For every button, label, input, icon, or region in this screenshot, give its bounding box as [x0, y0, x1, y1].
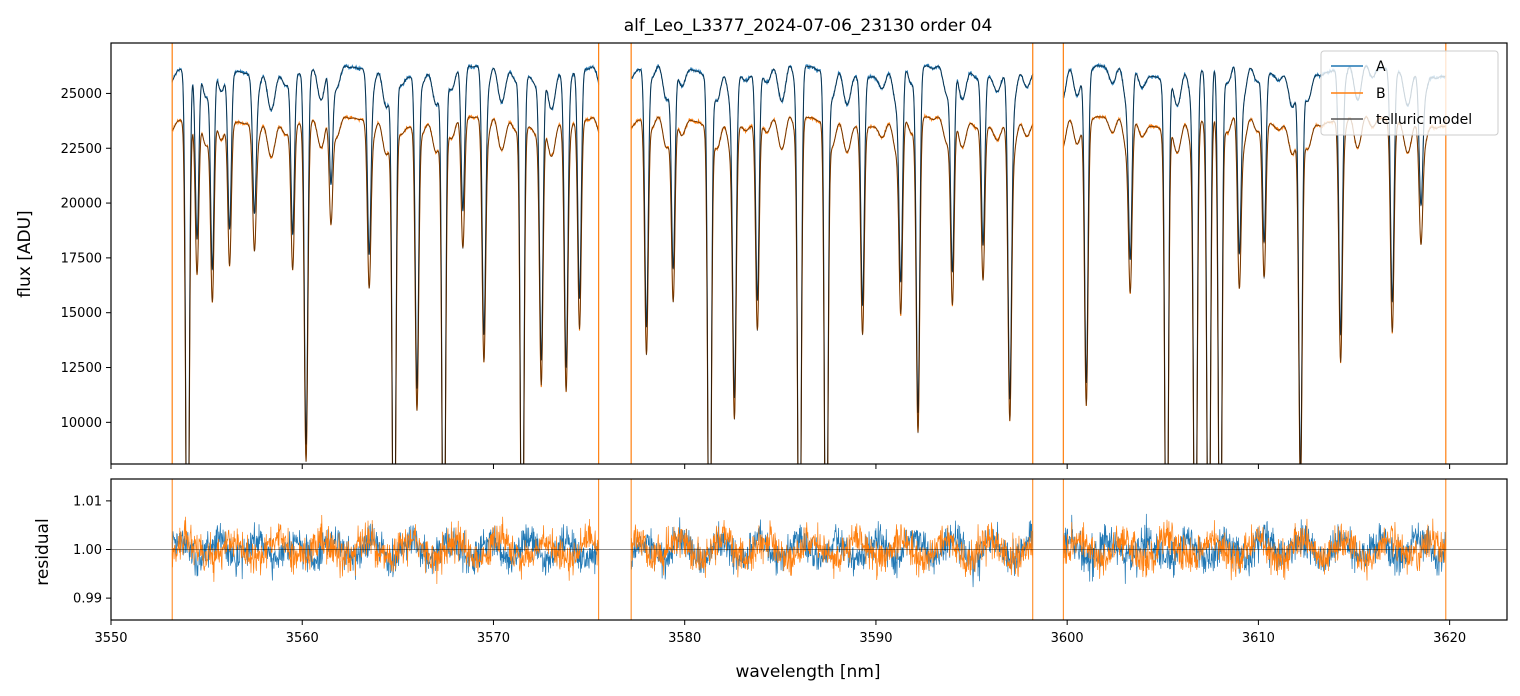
residual-b-line: [1062, 518, 1447, 581]
residual-y-ticks: 0.99 1.00 1.01: [73, 494, 111, 607]
residual-y-axis-label: residual: [33, 518, 53, 585]
y-tick-label: 15000: [61, 306, 102, 321]
spectrum-x-ticks: [110, 464, 1451, 469]
residual-x-ticks: 3550 3560 3570 3580 3590 3600 3610 3620: [94, 620, 1466, 646]
y-tick-label: 17500: [61, 251, 102, 266]
spectrum-axes-frame: [110, 42, 1508, 465]
telluric-model-line: [630, 116, 1034, 464]
telluric-model-line: [171, 65, 600, 464]
residual-panel: 0.99 1.00 1.01 3550 3560 3570 3580 3590 3600 361…: [33, 478, 1508, 682]
x-tick-label: 3600: [1051, 631, 1084, 646]
x-tick-label: 3620: [1433, 631, 1466, 646]
residual-x-axis-label: wavelength [nm]: [735, 662, 880, 682]
x-tick-label: 3590: [859, 631, 892, 646]
y-tick-label: 12500: [61, 361, 102, 376]
y-tick-label: 0.99: [73, 592, 102, 607]
residual-b-line: [630, 520, 1034, 581]
x-tick-label: 3550: [94, 631, 127, 646]
residual-b-line: [171, 515, 599, 585]
residual-a-line: [630, 517, 1034, 588]
legend-label-a: A: [1376, 59, 1386, 75]
y-tick-label: 10000: [61, 416, 102, 431]
spectrum-y-axis-label: flux [ADU]: [15, 210, 35, 297]
y-tick-label: 25000: [61, 87, 102, 102]
legend: A B telluric model: [1320, 50, 1499, 136]
telluric-model-line: [171, 116, 600, 464]
spectrum-y-ticks: 10000 12500 15000 17500 20000 22500 25000: [61, 87, 111, 431]
y-tick-label: 22500: [61, 142, 102, 157]
legend-label-b: B: [1376, 86, 1386, 102]
x-tick-label: 3580: [668, 631, 701, 646]
y-tick-label: 20000: [61, 197, 102, 212]
x-tick-label: 3570: [477, 631, 510, 646]
spectrum-panel: alf_Leo_L3377_2024-07-06_23130 order 04 …: [15, 16, 1508, 469]
x-tick-label: 3560: [286, 631, 319, 646]
chart-title: alf_Leo_L3377_2024-07-06_23130 order 04: [624, 16, 993, 36]
legend-label-telluric: telluric model: [1376, 112, 1472, 128]
x-tick-label: 3610: [1242, 631, 1275, 646]
y-tick-label: 1.01: [73, 494, 102, 509]
legend-box: [1320, 50, 1499, 136]
telluric-model-line: [630, 65, 1034, 464]
y-tick-label: 1.00: [73, 543, 102, 558]
